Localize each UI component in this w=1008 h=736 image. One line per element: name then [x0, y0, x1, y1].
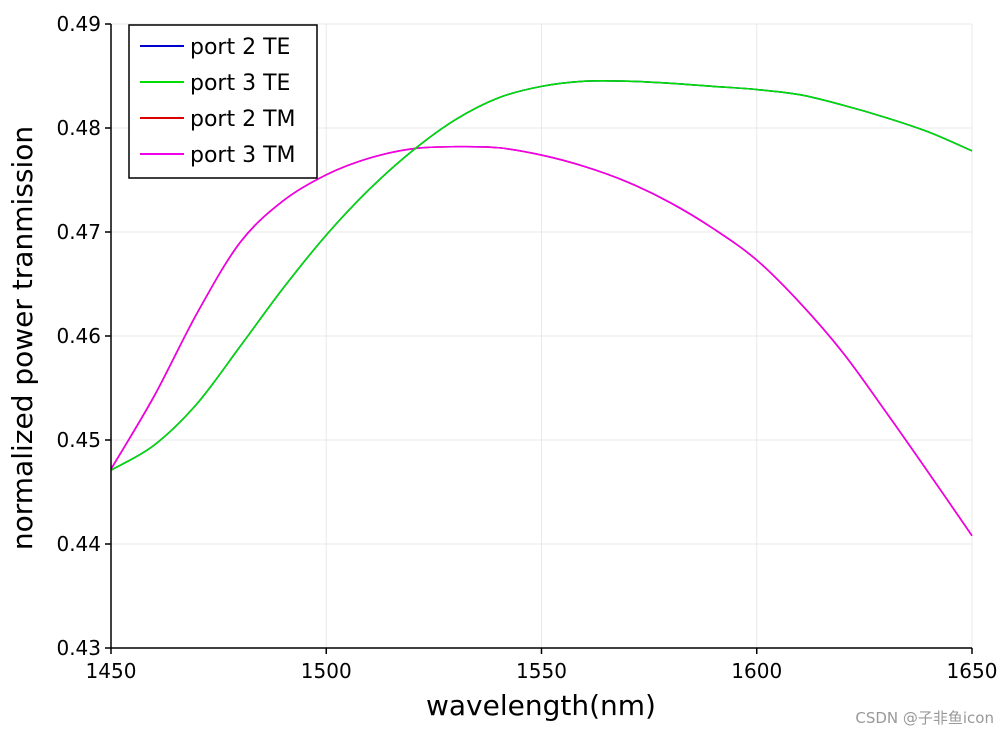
x-tick-label: 1650: [947, 659, 998, 683]
x-tick-label: 1450: [86, 659, 137, 683]
tick-labels: 1450 1500 1550 1600 1650 0.43 0.44 0.45 0.46 0.47…: [56, 12, 997, 683]
x-tick-label: 1600: [731, 659, 782, 683]
series-line-port-3-tm: [110, 145, 973, 537]
watermark-text: CSDN @子非鱼icon: [855, 709, 994, 727]
y-tick-label: 0.49: [56, 12, 101, 36]
series-line-port-3-te: [110, 79, 973, 471]
y-tick-label: 0.46: [56, 324, 101, 348]
legend: port 2 TE port 3 TE port 2 TM port 3 TM: [128, 24, 318, 179]
legend-label: port 2 TE: [190, 35, 290, 60]
x-axis-label: wavelength(nm): [426, 689, 656, 722]
legend-label: port 3 TM: [190, 143, 296, 168]
y-tick-label: 0.48: [56, 116, 101, 140]
y-tick-label: 0.43: [56, 636, 101, 660]
grid-lines: [110, 23, 973, 649]
legend-label: port 2 TM: [190, 107, 296, 132]
legend-box: [128, 24, 318, 179]
y-tick-label: 0.44: [56, 532, 101, 556]
x-tick-label: 1500: [301, 659, 352, 683]
x-tick-label: 1550: [516, 659, 567, 683]
legend-label: port 3 TE: [190, 71, 290, 96]
y-tick-label: 0.47: [56, 220, 101, 244]
y-tick-label: 0.45: [56, 428, 101, 452]
y-axis-label: normalized power tranmission: [6, 126, 39, 550]
axes: [105, 23, 973, 654]
series-lines: [110, 79, 973, 537]
